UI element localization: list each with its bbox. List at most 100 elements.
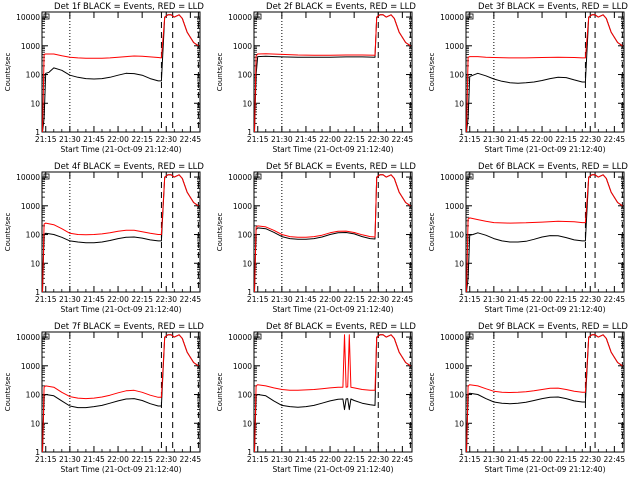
x-axis-label: Start Time (21-Oct-09 21:12:40): [272, 145, 393, 154]
y-tick-label: 10: [242, 419, 252, 428]
y-tick-label: 1: [247, 288, 252, 297]
y-tick-label: 100: [238, 71, 253, 80]
x-tick-label: 22:30: [579, 135, 601, 144]
corner-marker: [467, 333, 474, 340]
x-tick-label: 22:45: [392, 135, 414, 144]
plot-panel: Det 4f BLACK = Events, RED = LLD 1 10 100 10…: [4, 162, 204, 314]
x-tick-label: 21:15: [247, 135, 269, 144]
y-tick-label: 10: [454, 99, 464, 108]
plot-frame: [253, 331, 413, 453]
x-tick-label: 22:00: [531, 135, 553, 144]
x-tick-label: 22:30: [367, 135, 389, 144]
x-axis-label: Start Time (21-Oct-09 21:12:40): [484, 465, 605, 474]
x-tick-label: 21:30: [271, 295, 293, 304]
y-tick-label: 100: [238, 391, 253, 400]
plot-title: Det 7f BLACK = Events, RED = LLD: [54, 322, 204, 332]
plot-title: Det 2f BLACK = Events, RED = LLD: [266, 2, 416, 12]
y-axis-label: Counts/sec: [216, 373, 224, 412]
x-tick-label: 22:15: [343, 295, 365, 304]
y-tick-label: 1000: [21, 362, 40, 371]
x-tick-label: 22:30: [155, 135, 177, 144]
corner-marker: [467, 13, 474, 20]
y-axis-label: Counts/sec: [216, 213, 224, 252]
x-tick-label: 21:30: [483, 295, 505, 304]
lld-series-line: [42, 174, 199, 293]
x-tick-label: 21:30: [59, 295, 81, 304]
x-tick-label: 21:15: [459, 455, 481, 464]
x-tick-label: 22:30: [367, 455, 389, 464]
y-axis-label: Counts/sec: [4, 373, 12, 412]
lld-series-line: [42, 334, 199, 453]
x-tick-label: 21:15: [35, 455, 57, 464]
x-tick-label: 22:30: [579, 455, 601, 464]
events-series-line: [254, 174, 411, 293]
y-tick-label: 100: [450, 231, 465, 240]
y-tick-label: 1: [459, 288, 464, 297]
plot-panel: Det 1f BLACK = Events, RED = LLD 1 10 100 10…: [4, 2, 204, 154]
y-axis-label: Counts/sec: [428, 53, 436, 92]
lld-series-line: [466, 334, 623, 453]
y-tick-label: 10000: [440, 13, 464, 22]
x-tick-label: 22:00: [319, 135, 341, 144]
y-tick-label: 1000: [445, 42, 464, 51]
x-axis-label: Start Time (21-Oct-09 21:12:40): [272, 465, 393, 474]
events-series-line: [466, 334, 623, 453]
y-tick-label: 10: [454, 419, 464, 428]
y-axis-label: Counts/sec: [428, 373, 436, 412]
x-tick-label: 21:45: [295, 455, 317, 464]
x-tick-label: 22:00: [107, 135, 129, 144]
y-tick-label: 10: [30, 259, 40, 268]
y-tick-label: 10000: [16, 173, 40, 182]
events-series-line: [42, 334, 199, 453]
lld-series-line: [466, 14, 623, 133]
x-tick-label: 22:15: [131, 455, 153, 464]
x-tick-label: 22:00: [107, 455, 129, 464]
plot-frame: [253, 11, 413, 133]
y-tick-label: 100: [450, 71, 465, 80]
y-tick-label: 10000: [228, 13, 252, 22]
y-axis-label: Counts/sec: [428, 213, 436, 252]
y-tick-label: 10: [30, 99, 40, 108]
plot-title: Det 3f BLACK = Events, RED = LLD: [478, 2, 628, 12]
lld-series-line: [254, 14, 411, 133]
y-tick-label: 1: [35, 448, 40, 457]
x-tick-label: 22:00: [531, 455, 553, 464]
events-series-line: [42, 174, 199, 293]
plot-panel: Det 3f BLACK = Events, RED = LLD 1 10 100 10…: [428, 2, 628, 154]
plot-panel: Det 2f BLACK = Events, RED = LLD 1 10 100 10…: [216, 2, 416, 154]
plot-frame: [41, 331, 201, 453]
y-tick-label: 1000: [233, 362, 252, 371]
x-tick-label: 21:45: [83, 295, 105, 304]
x-tick-label: 22:45: [392, 455, 414, 464]
x-axis-label: Start Time (21-Oct-09 21:12:40): [272, 305, 393, 314]
plot-panel: Det 8f BLACK = Events, RED = LLD 1 10 100 10…: [216, 322, 416, 474]
x-tick-label: 22:00: [107, 295, 129, 304]
lld-series-line: [466, 174, 623, 293]
y-tick-label: 10: [242, 99, 252, 108]
plot-panel: Det 5f BLACK = Events, RED = LLD 1 10 100 10…: [216, 162, 416, 314]
corner-marker: [467, 173, 474, 180]
x-axis-label: Start Time (21-Oct-09 21:12:40): [60, 305, 181, 314]
y-tick-label: 100: [238, 231, 253, 240]
y-tick-label: 100: [26, 71, 41, 80]
y-tick-label: 1: [35, 288, 40, 297]
x-tick-label: 22:30: [367, 295, 389, 304]
x-tick-label: 22:30: [155, 455, 177, 464]
events-series-line: [254, 334, 411, 453]
plot-title: Det 9f BLACK = Events, RED = LLD: [478, 322, 628, 332]
events-series-line: [466, 14, 623, 133]
y-tick-label: 1000: [445, 362, 464, 371]
lld-series-line: [254, 334, 411, 453]
y-tick-label: 1: [459, 128, 464, 137]
plot-panel: Det 9f BLACK = Events, RED = LLD 1 10 100 10…: [428, 322, 628, 474]
events-series-line: [466, 174, 623, 293]
plot-title: Det 4f BLACK = Events, RED = LLD: [54, 162, 204, 172]
y-tick-label: 1: [247, 448, 252, 457]
y-tick-label: 10000: [16, 13, 40, 22]
x-tick-label: 21:45: [295, 135, 317, 144]
y-axis-label: Counts/sec: [4, 213, 12, 252]
x-tick-label: 22:15: [343, 135, 365, 144]
y-axis-label: Counts/sec: [216, 53, 224, 92]
plot-frame: [465, 331, 625, 453]
y-tick-label: 1: [35, 128, 40, 137]
